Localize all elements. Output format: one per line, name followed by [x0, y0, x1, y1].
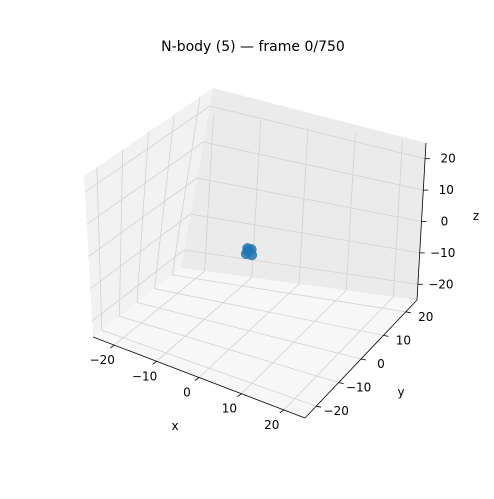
y-tick: [405, 311, 411, 314]
y-tick-label: 20: [418, 310, 433, 324]
y-tick: [383, 335, 389, 337]
z-gridline-back: [203, 141, 424, 191]
y-tick: [360, 358, 367, 361]
data-points: [240, 243, 258, 261]
x-gridline-back: [393, 139, 403, 297]
chart-title: N-body (5) — frame 0/750: [161, 39, 345, 55]
x-tick: [237, 393, 242, 398]
z-gridline-left: [91, 249, 185, 322]
y-tick-label: −10: [346, 381, 371, 395]
back-pane: [181, 88, 426, 300]
body-point: [240, 248, 252, 260]
y-tick: [316, 405, 322, 408]
x-tick-label: −20: [90, 353, 115, 367]
y-tick: [338, 382, 344, 384]
x-tick: [279, 409, 285, 414]
z-axis-label: z: [473, 209, 479, 223]
z-gridline-back: [190, 213, 420, 254]
y-gridline-floor: [136, 302, 362, 360]
y-gridline-floor: [119, 315, 339, 383]
x-gridline-back: [298, 126, 309, 285]
tick-marks: [109, 158, 431, 414]
z-tick-label: 10: [439, 183, 454, 197]
z-gridline-back: [184, 249, 418, 285]
grid-lines: [84, 96, 426, 411]
x-tick: [109, 344, 115, 349]
y-tick-label: 10: [396, 333, 411, 347]
z-tick-label: 20: [440, 152, 455, 166]
x-tick-label: 0: [183, 386, 191, 400]
y-tick-label: −20: [324, 404, 349, 418]
z-gridline-left: [90, 213, 191, 290]
z-tick-label: −20: [428, 277, 453, 291]
y-gridline-floor: [101, 329, 317, 407]
y-axis-label: y: [397, 385, 404, 399]
x-axis-label: x: [171, 419, 178, 433]
x-tick-label: −10: [132, 369, 157, 383]
x-tick: [152, 360, 157, 365]
x-tick-label: 20: [264, 418, 279, 432]
z-gridline-back: [209, 105, 426, 160]
left-pane: [84, 88, 213, 337]
x-gridline-back: [204, 114, 214, 272]
z-gridline-left: [88, 177, 198, 257]
x-tick-label: 10: [222, 402, 237, 416]
tick-labels: −20 −10 0 10 20 −20 −10 0 10 20 −20 −10 0 10 20: [90, 152, 456, 432]
z-gridline-left: [84, 105, 211, 193]
z-gridline-back: [196, 177, 422, 222]
z-tick-label: −10: [430, 246, 455, 260]
x-gridline-back: [345, 133, 356, 291]
z-gridline-left: [86, 141, 204, 225]
y-gridline-floor: [172, 274, 406, 313]
floor-pane: [93, 268, 417, 418]
x-tick: [194, 377, 200, 381]
axes-panes: [84, 88, 426, 418]
y-gridline-floor: [154, 288, 384, 336]
z-tick-label: 0: [441, 215, 449, 229]
y-tick-label: 0: [377, 357, 385, 371]
